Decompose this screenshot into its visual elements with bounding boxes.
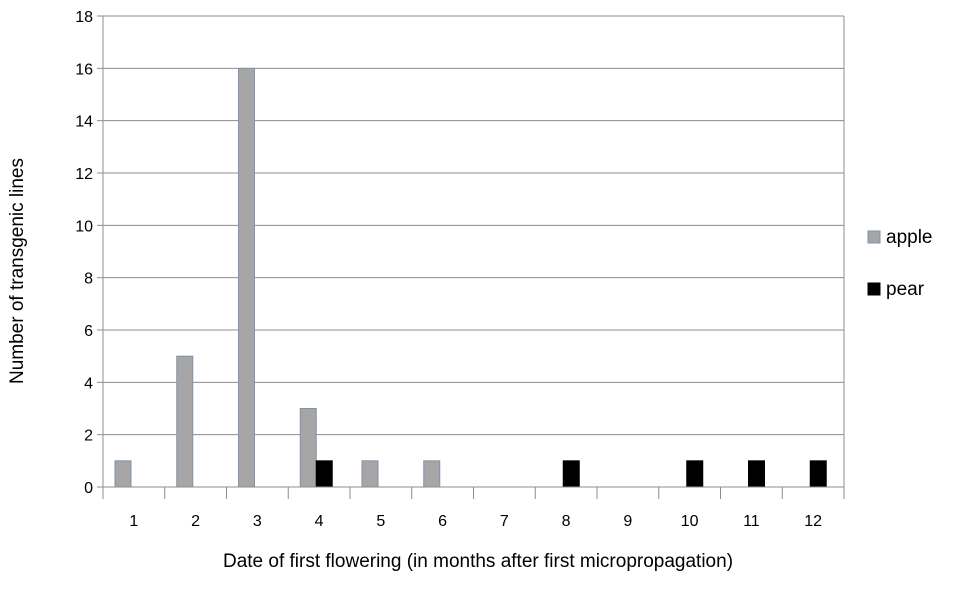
x-tick-label: 1 [129,513,138,530]
bar-apple [176,355,194,488]
bar-apple [299,408,317,488]
axes [97,15,845,499]
bar-pear [748,460,765,488]
gridlines [103,15,844,436]
x-tick-label: 11 [743,513,760,530]
x-tick-label: 12 [804,513,822,530]
x-tick-label: 10 [681,513,699,530]
x-tick-label: 2 [191,513,200,530]
x-tick-label: 5 [376,513,385,530]
x-axis-label: Date of first flowering (in months after… [223,551,733,572]
y-tick-label: 12 [75,166,93,183]
y-tick-label: 0 [84,480,93,497]
y-tick-label: 8 [84,271,93,288]
y-tick-label: 10 [75,218,93,235]
bar-apple [423,460,441,488]
bar-pear [315,460,333,488]
x-tick-label: 9 [623,513,632,530]
y-tick-label: 4 [84,375,93,392]
x-tick-labels: 1 2 3 4 5 6 7 8 9 10 11 12 [129,513,822,530]
x-tick-label: 7 [500,513,509,530]
bar-pear [562,460,580,488]
y-tick-label: 2 [84,428,93,445]
x-tick-label: 8 [562,513,571,530]
x-tick-label: 3 [253,513,262,530]
y-tick-label: 14 [75,114,93,131]
bar-pear [686,460,704,488]
bars [114,67,827,488]
y-tick-label: 6 [84,323,93,340]
bar-pear [809,460,827,488]
bar-apple [238,67,255,488]
y-axis-label: Number of transgenic lines [7,158,28,384]
y-tick-label: 18 [75,9,93,26]
legend-label-apple: apple [886,227,933,248]
legend: apple pear [867,227,933,300]
legend-swatch-pear [867,282,881,296]
y-tick-labels: 0 2 4 6 8 10 12 14 16 18 [75,9,93,497]
x-tick-label: 6 [438,513,447,530]
legend-swatch-apple [867,230,881,244]
bar-apple [361,460,379,488]
bar-apple [114,460,132,488]
y-tick-label: 16 [75,61,93,78]
legend-label-pear: pear [886,279,925,300]
x-tick-label: 4 [315,513,324,530]
